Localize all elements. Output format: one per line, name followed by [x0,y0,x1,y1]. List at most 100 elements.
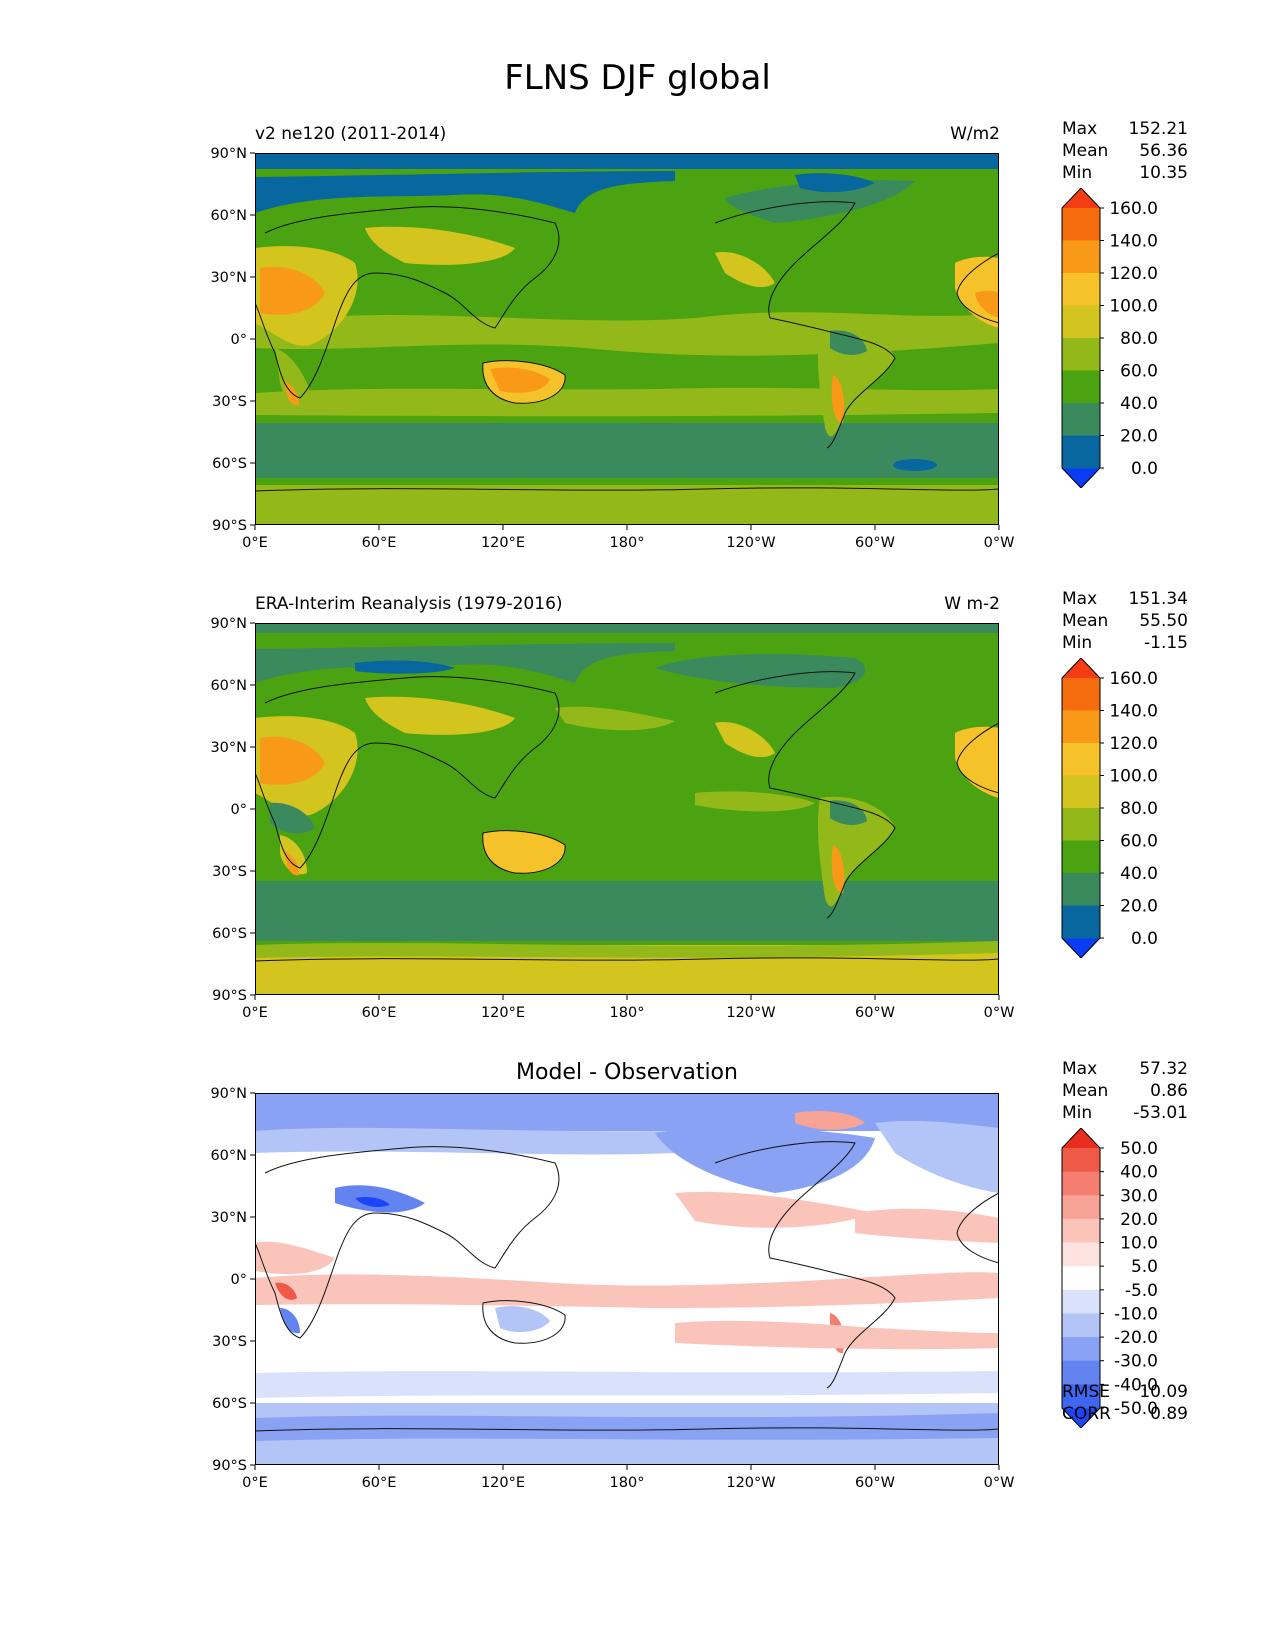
southern-ocean [255,881,999,941]
panel-title: Model - Observation [516,1060,738,1085]
mean-label: Mean [1062,141,1109,161]
lat-tick-label: 30°N [210,1210,247,1226]
colorbar-label: 140.0 [1109,232,1158,252]
lat-tick-label: 0° [231,332,247,348]
lat-tick-label: 90°N [210,616,247,632]
colorbar-bin [1062,743,1100,776]
sahara-max [260,736,325,785]
colorbar-extend-max [1062,658,1100,678]
congo-min [270,802,315,834]
colorbar-extend-min [1062,938,1100,958]
lat-tick-label: 60°N [210,1148,247,1164]
lat-tick-label: 0° [231,802,247,818]
south-pacific-positive [675,1320,999,1350]
colorbar-label: 50.0 [1120,1139,1158,1159]
colorbar-label: 0.0 [1131,929,1158,949]
colorbar-bin [1062,1218,1100,1244]
lat-tick-label: 90°N [210,146,247,162]
colorbar-extend-max [1062,1128,1100,1148]
andes-max [831,375,845,424]
west-africa-max [975,290,999,318]
mean-value: 56.36 [1139,141,1188,161]
kalahari-negative [280,1308,300,1334]
lon-tick-label: 0°W [984,535,1015,550]
angola-max [275,1282,297,1300]
metrics-block: RMSE 10.09 CORR 0.89 [1062,1381,1188,1425]
lon-tick-label: 120°W [726,1005,775,1020]
lon-tick-label: 120°E [481,1005,525,1020]
siberia-region [255,643,675,683]
lon-tick-label: 60°E [362,1475,397,1490]
lon-tick-label: 120°E [481,1475,525,1490]
colorbar-label: 5.0 [1131,1257,1158,1277]
min-label: Min [1062,1103,1093,1123]
australia-max [490,367,550,393]
panel-obs: ERA-Interim Reanalysis (1979-2016) W m-2 [0,470,1275,1020]
colorbar-bin [1062,435,1100,469]
southern-ocean-negative [255,1371,999,1398]
sahara-max [260,266,325,315]
map-frame [255,623,999,995]
southern-africa [275,348,310,402]
colorbar-bin [1062,1148,1100,1173]
west-africa-edge [955,726,999,798]
australia [482,830,566,874]
max-label: Max [1062,119,1098,139]
lat-tick-label: 90°N [210,1086,247,1102]
colorbar-bin [1062,240,1100,274]
map-frame [255,153,999,525]
southern-ocean-min [893,459,937,471]
colorbar-bin [1062,1337,1100,1362]
lon-tick-label: 0°W [984,1005,1015,1020]
mexico-region [715,252,775,288]
lat-tick-label: 90°S [212,988,247,1004]
coastlines [255,201,999,492]
colorbar-label: -40.0 [1114,1375,1158,1395]
min-label: Min [1062,163,1093,183]
colorbar-label: 20.0 [1120,897,1158,917]
lon-tick-label: 60°W [855,535,895,550]
colorbar-label: 160.0 [1109,669,1158,689]
lat-tick-label: 30°N [210,740,247,756]
amazon-min [830,800,867,825]
colorbar-label: -5.0 [1125,1281,1158,1301]
colorbar-label: 100.0 [1109,767,1158,787]
colorbar-extend-min [1062,1408,1100,1428]
units-label: W m-2 [944,594,1000,614]
colorbar-label: -50.0 [1114,1399,1158,1419]
colorbar-bin [1062,305,1100,339]
colorbar-label: 40.0 [1120,394,1158,414]
map-model [255,153,999,525]
lon-tick-label: 60°E [362,535,397,550]
siberia-min [355,660,455,674]
colorbar-label: -10.0 [1114,1304,1158,1324]
colorbar-label: 140.0 [1109,702,1158,722]
arctic-negative [255,1093,999,1131]
colorbar-bin [1062,1242,1100,1267]
tibet-min [355,1196,390,1207]
lon-tick-label: 120°E [481,535,525,550]
lon-tick-label: 60°W [855,1005,895,1020]
africa-positive [255,1241,335,1275]
colorbar-label: 60.0 [1120,362,1158,382]
colorbar-label: 0.0 [1131,459,1158,479]
min-label: Min [1062,633,1093,653]
corr-label: CORR [1062,1404,1111,1424]
stats-block: Max 151.34 Mean 55.50 Min -1.15 [1062,588,1188,654]
colorbar-label: 10.0 [1120,1234,1158,1254]
colorbar-bin [1062,1289,1100,1314]
figure-title: FLNS DJF global [504,58,771,98]
lat-tick-label: 60°N [210,678,247,694]
tropical-positive-belt [255,1272,999,1308]
colorbar-label: 60.0 [1120,832,1158,852]
colorbar-bin [1062,905,1100,939]
map-obs [255,623,999,995]
lon-tick-label: 120°W [726,535,775,550]
mean-value: 0.86 [1150,1081,1188,1101]
colorbar-bin [1062,1266,1100,1291]
southern-ocean [255,423,999,478]
colorbar: 50.0 40.0 30.0 20.0 10.0 5.0 -5.0 -10.0 -20.0 -30… [1061,1128,1158,1428]
axes-labels: 90°N 60°N 30°N 0° 30°S 60°S 90°S 0°E 60°E 120°E 1… [210,146,1015,550]
tibet-negative [335,1185,425,1213]
siberia-region [255,171,675,213]
